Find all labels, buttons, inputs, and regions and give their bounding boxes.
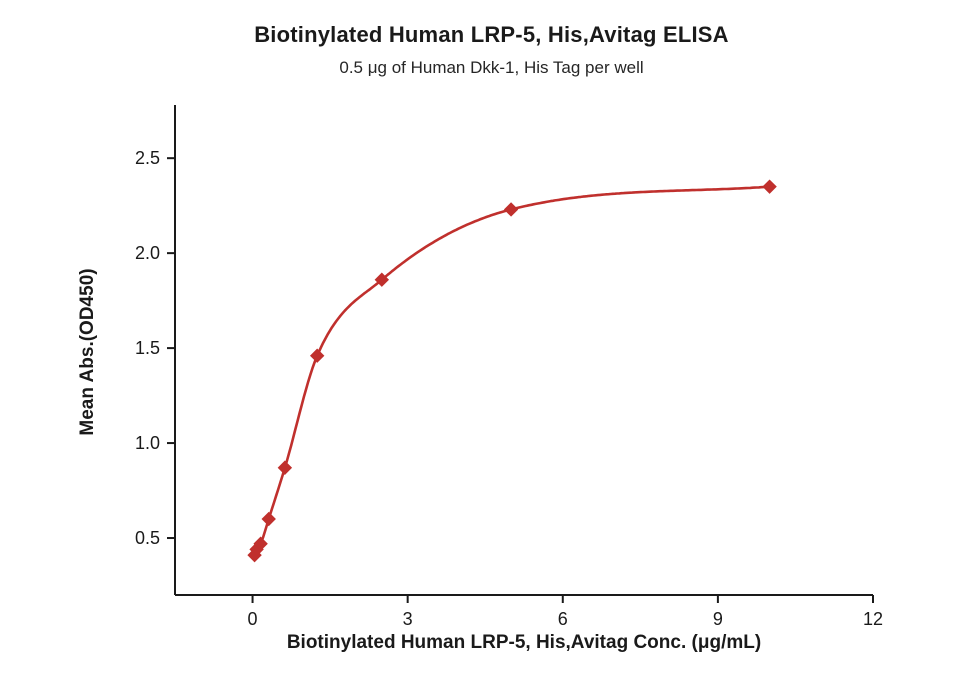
y-tick-label: 1.5 [135,338,160,358]
y-tick-label: 2.0 [135,243,160,263]
x-tick-label: 3 [403,609,413,629]
data-point-marker [309,348,325,363]
data-point-marker [762,179,777,194]
x-tick-label: 9 [713,609,723,629]
data-point-marker [374,272,390,287]
chart-title: Biotinylated Human LRP-5, His,Avitag ELI… [254,22,729,47]
x-tick-label: 6 [558,609,568,629]
chart-subtitle: 0.5 μg of Human Dkk-1, His Tag per well [339,58,644,77]
y-tick-label: 1.0 [135,433,160,453]
data-point-marker [253,536,268,551]
fit-curve [253,185,771,557]
x-tick-label: 0 [248,609,258,629]
y-tick-label: 0.5 [135,528,160,548]
data-point-marker [261,511,276,527]
x-tick-label: 12 [863,609,883,629]
y-tick-label: 2.5 [135,148,160,168]
data-point-marker [277,460,293,475]
data-point-marker [503,202,519,217]
x-axis-label: Biotinylated Human LRP-5, His,Avitag Con… [286,632,762,653]
